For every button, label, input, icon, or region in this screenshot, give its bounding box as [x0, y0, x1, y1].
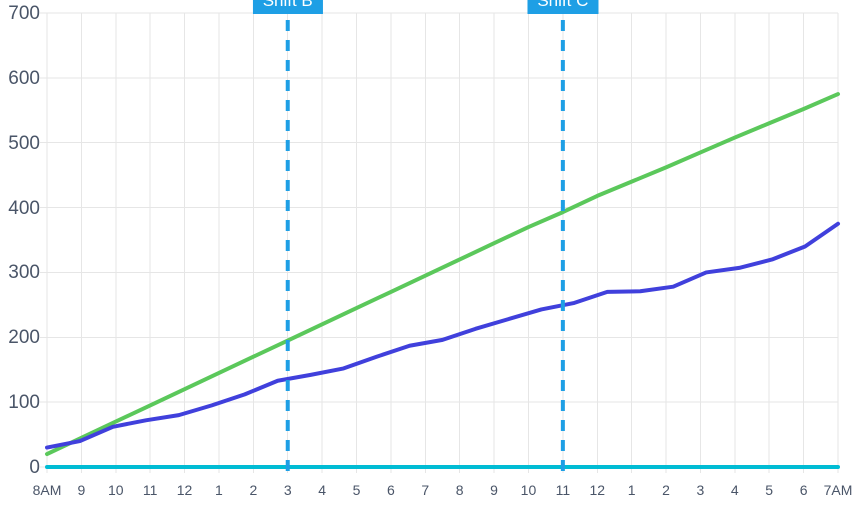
y-axis-tick-label: 100	[8, 392, 40, 414]
y-axis-tick-label: 200	[8, 327, 40, 349]
series-line-actual	[45, 221, 840, 450]
x-axis-tick-label: 8	[455, 482, 464, 498]
x-axis-tick-label: 12	[176, 482, 193, 498]
x-axis-tick-label: 7	[421, 482, 430, 498]
x-axis-tick-label: 6	[799, 482, 808, 498]
x-axis-tick-label: 3	[283, 482, 292, 498]
gridlines	[40, 12, 839, 473]
x-axis-tick-label: 9	[77, 482, 86, 498]
x-axis-tick-label: 1	[627, 482, 636, 498]
x-axis-tick-label: 4	[318, 482, 327, 498]
x-axis-tick-label: 5	[765, 482, 774, 498]
shift-badge-shift-b[interactable]: Shift B	[252, 0, 323, 14]
x-axis-tick-label: 7AM	[823, 482, 853, 498]
x-axis-tick-label: 11	[142, 482, 158, 498]
x-axis-tick-label: 5	[352, 482, 361, 498]
y-axis-tick-label: 500	[8, 132, 40, 154]
x-axis-tick-label: 1	[215, 482, 223, 498]
y-axis-tick-label: 600	[8, 67, 40, 89]
x-axis-tick-label: 8AM	[32, 482, 62, 498]
y-axis-tick-label: 0	[29, 457, 40, 478]
y-axis-tick-label: 300	[8, 262, 40, 284]
series-layer	[45, 92, 840, 469]
x-axis-tick-label: 6	[387, 482, 395, 498]
x-axis-tick-label: 11	[555, 482, 571, 498]
x-axis-tick-label: 10	[520, 482, 537, 498]
x-axis-tick-label: 9	[490, 482, 498, 498]
x-axis-tick-label: 3	[696, 482, 705, 498]
y-axis-tick-label: 400	[8, 197, 40, 219]
x-axis-tick-label: 12	[589, 482, 606, 498]
x-axis-tick-label: 2	[662, 482, 670, 498]
y-axis-tick-label: 700	[8, 3, 40, 24]
x-axis-tick-label: 10	[107, 482, 124, 498]
x-axis-tick-label: 2	[249, 482, 258, 498]
shift-badge-shift-c[interactable]: Shift C	[527, 0, 599, 14]
x-axis-tick-label: 4	[730, 482, 739, 498]
series-line-target	[45, 92, 840, 457]
